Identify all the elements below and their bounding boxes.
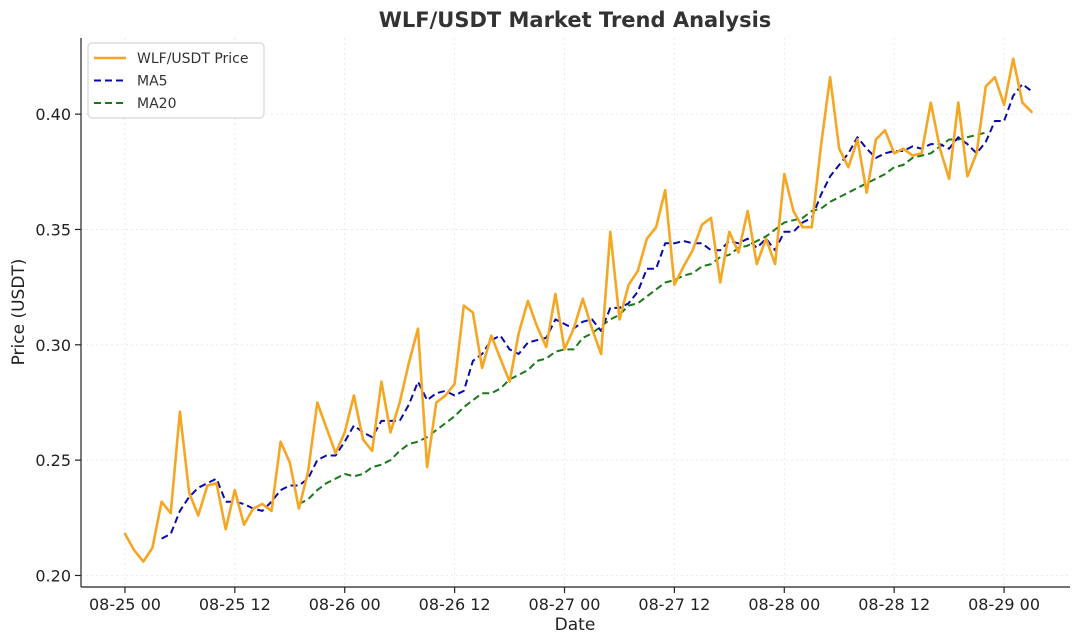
legend-label: MA20 (137, 96, 176, 112)
legend-label: MA5 (137, 74, 168, 90)
grid (81, 38, 1070, 587)
x-tick-label: 08-28 00 (748, 595, 820, 614)
series-line-ma20 (298, 131, 987, 505)
series-line-wlf-usdt-price (123, 57, 1033, 563)
y-tick-label: 0.40 (35, 105, 71, 124)
x-axis-ticks: 08-25 00 08-25 12 08-26 00 08-26 12 08-27 00… (89, 587, 1040, 614)
x-tick-label: 08-28 12 (858, 595, 930, 614)
legend: WLF/USDT Price MA5 MA20 (87, 42, 265, 119)
x-tick-label: 08-26 12 (419, 595, 491, 614)
chart-title: WLF/USDT Market Trend Analysis (379, 8, 772, 32)
x-tick-label: 08-29 00 (968, 595, 1040, 614)
x-tick-label: 08-25 00 (89, 595, 161, 614)
x-tick-label: 08-27 12 (638, 595, 710, 614)
x-axis-label: Date (555, 615, 596, 635)
y-tick-label: 0.20 (35, 566, 71, 585)
legend-box (87, 42, 265, 119)
y-tick-label: 0.30 (35, 336, 71, 355)
legend-label: WLF/USDT Price (137, 51, 248, 67)
x-tick-label: 08-26 00 (309, 595, 381, 614)
series-lines (123, 57, 1033, 563)
x-tick-label: 08-27 00 (529, 595, 601, 614)
y-axis-label: Price (USDT) (9, 259, 29, 366)
y-tick-label: 0.35 (35, 220, 71, 239)
y-axis-ticks: 0.20 0.25 0.30 0.35 0.40 (35, 105, 81, 585)
y-tick-label: 0.25 (35, 451, 71, 470)
x-tick-label: 08-25 12 (199, 595, 271, 614)
